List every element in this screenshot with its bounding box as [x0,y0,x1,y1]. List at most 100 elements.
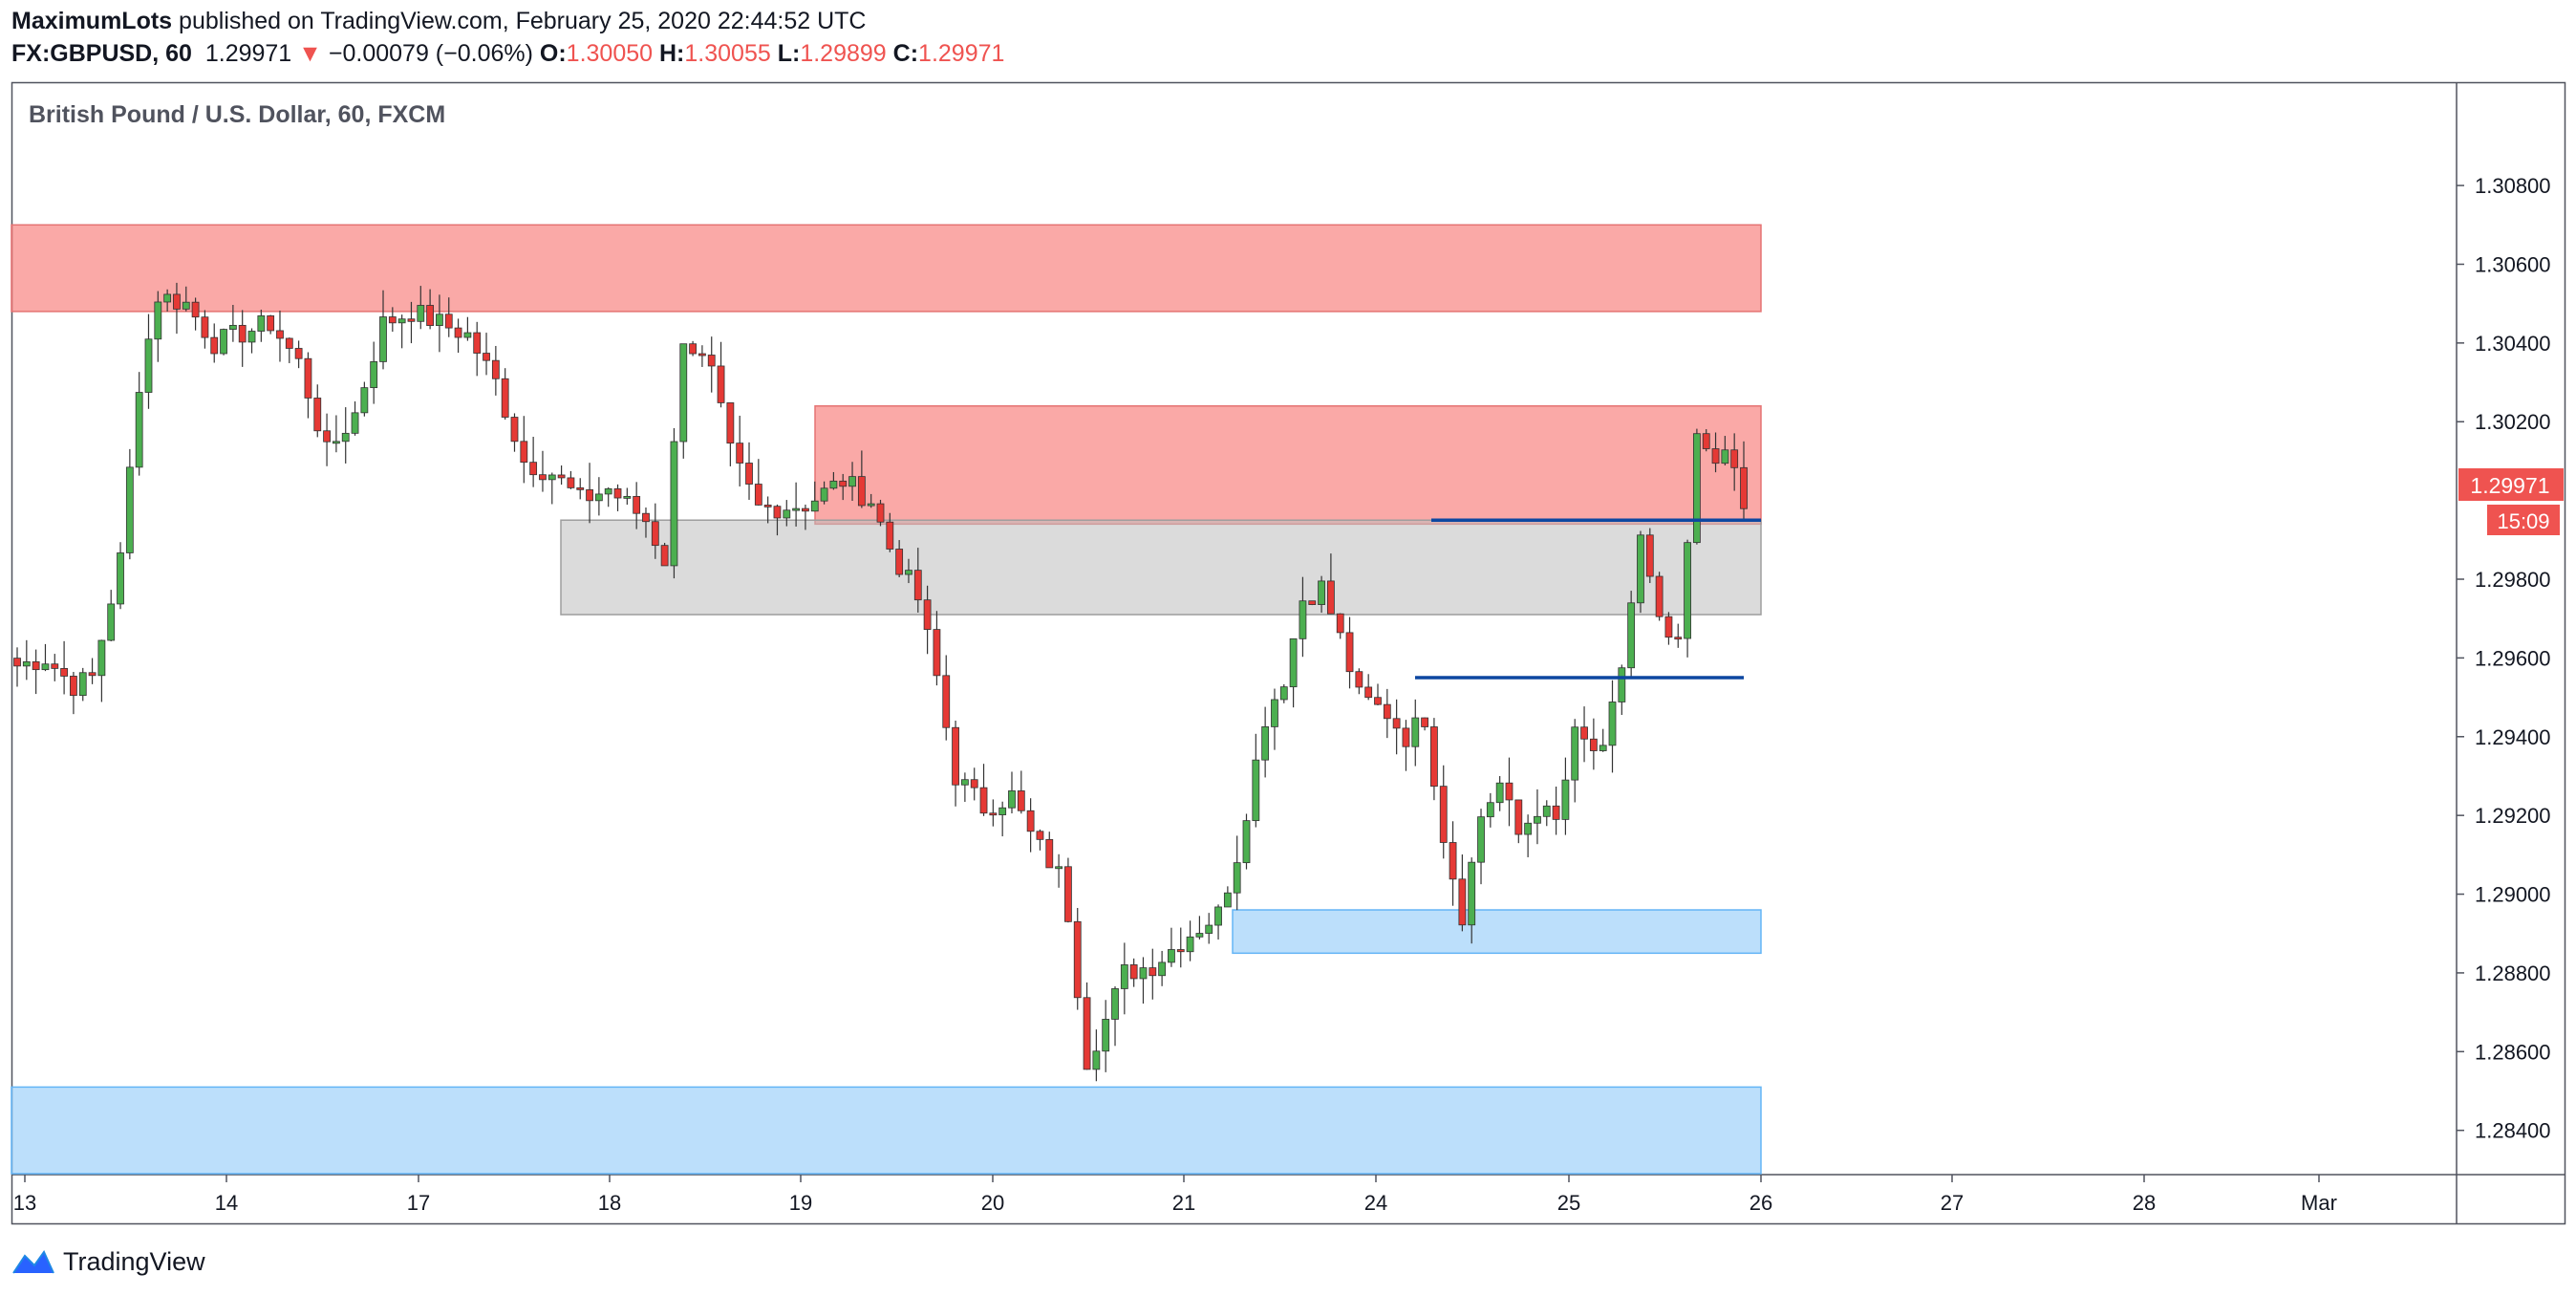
candle[interactable] [679,343,688,459]
candle[interactable] [1326,553,1335,615]
candle[interactable] [257,310,266,342]
candle[interactable] [1524,814,1533,857]
candle[interactable] [613,484,622,511]
candle[interactable] [144,313,153,409]
candle[interactable] [1017,770,1025,814]
candle[interactable] [1242,813,1251,870]
candle[interactable] [547,472,556,505]
candle[interactable] [1279,683,1288,703]
candle[interactable] [989,799,998,827]
candle[interactable] [1252,733,1260,828]
candle[interactable] [201,310,209,349]
candle[interactable] [1542,800,1551,827]
candle[interactable] [1392,699,1401,755]
candle[interactable] [857,450,866,508]
candle[interactable] [1468,857,1476,944]
candle[interactable] [576,478,585,500]
candle[interactable] [1120,942,1128,1015]
candle[interactable] [726,402,735,466]
candle[interactable] [1345,616,1354,689]
candle[interactable] [745,442,753,500]
candle[interactable] [1402,720,1410,771]
candle[interactable] [323,413,331,466]
candle[interactable] [633,482,641,529]
candle[interactable] [154,291,162,362]
candle[interactable] [979,764,988,816]
candle[interactable] [285,337,293,363]
candle[interactable] [51,654,59,681]
candle[interactable] [736,415,744,486]
candle[interactable] [848,462,856,502]
candle[interactable] [97,639,106,702]
candle[interactable] [586,463,593,524]
candle[interactable] [1552,787,1560,835]
candle[interactable] [78,667,87,702]
candle[interactable] [397,314,406,349]
candle[interactable] [1477,809,1485,885]
candle[interactable] [604,486,612,508]
candle[interactable] [276,310,284,362]
candle[interactable] [1026,798,1035,853]
candle[interactable] [942,655,951,741]
candle[interactable] [417,286,425,330]
candle[interactable] [754,459,762,506]
candle[interactable] [1364,674,1373,701]
candle[interactable] [1411,699,1420,767]
candle[interactable] [32,649,40,695]
candle[interactable] [1186,920,1194,961]
candle[interactable] [1458,854,1467,932]
candle[interactable] [1627,591,1636,679]
candle[interactable] [1608,680,1617,773]
candle[interactable] [1514,799,1523,844]
candle[interactable] [379,290,387,370]
author-name[interactable]: MaximumLots [11,8,173,34]
candle[interactable] [444,297,453,337]
candle[interactable] [1645,528,1654,584]
candle[interactable] [351,400,359,436]
candle[interactable] [1589,718,1598,770]
candle[interactable] [228,305,237,342]
candle[interactable] [1637,530,1644,614]
candle[interactable] [294,340,303,369]
candle[interactable] [1421,717,1428,731]
candle[interactable] [1599,728,1607,752]
candle[interactable] [388,307,397,333]
candle[interactable] [1111,986,1119,1047]
candle[interactable] [1045,832,1054,869]
candle[interactable] [1702,429,1710,452]
candle[interactable] [107,590,116,642]
candle[interactable] [913,548,922,613]
candle[interactable] [1505,757,1513,827]
candle[interactable] [454,318,462,354]
candle[interactable] [1318,575,1325,614]
brand-footer[interactable]: TradingView [11,1242,205,1281]
candle[interactable] [867,493,875,508]
candle[interactable] [70,672,77,715]
candle[interactable] [642,507,650,538]
candle[interactable] [970,767,978,801]
demand-zone-5[interactable] [11,1086,1762,1175]
candle[interactable] [341,407,350,464]
candle[interactable] [510,413,519,452]
candle[interactable] [313,384,322,438]
candle[interactable] [1449,821,1457,906]
candle[interactable] [1271,688,1278,750]
candle[interactable] [905,558,912,584]
candle[interactable] [773,504,782,536]
candle[interactable] [1580,706,1588,763]
candle[interactable] [1129,958,1138,987]
candle[interactable] [1355,668,1363,695]
candle[interactable] [88,658,97,684]
candle[interactable] [689,340,697,356]
candle[interactable] [1195,916,1204,940]
candle[interactable] [1214,904,1222,940]
candle[interactable] [810,481,819,512]
candle[interactable] [886,512,894,552]
candle[interactable] [1534,788,1541,845]
candle[interactable] [473,321,482,377]
candle[interactable] [1383,688,1391,739]
candle[interactable] [1692,428,1701,545]
candle[interactable] [163,289,172,312]
candle[interactable] [1374,683,1382,705]
